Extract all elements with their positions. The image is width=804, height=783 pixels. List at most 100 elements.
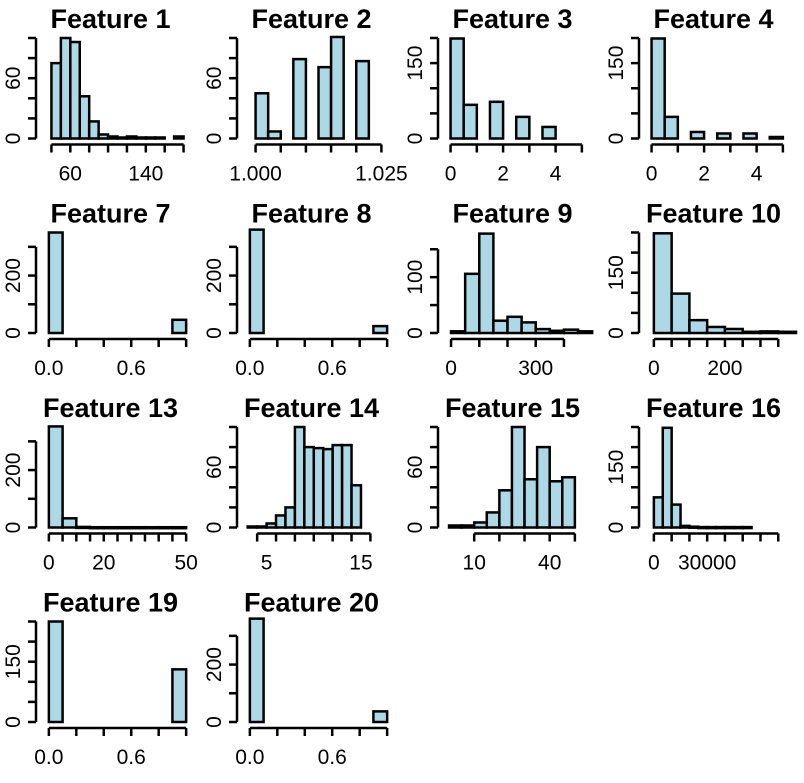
histogram-bar (47, 620, 64, 724)
histogram-bar (689, 130, 706, 140)
y-tick-label: 0 (605, 133, 628, 145)
y-tick-label: 150 (605, 255, 628, 290)
histogram-bar (321, 447, 334, 529)
histogram-bar (741, 525, 753, 530)
x-tick-label: 140 (128, 163, 163, 186)
histogram-bar (106, 135, 119, 140)
histogram-bar (47, 231, 64, 335)
panel-title: Feature 10 (646, 199, 781, 229)
histogram-bar (463, 272, 481, 335)
histogram-bar (266, 130, 282, 140)
histogram-bar (523, 478, 539, 529)
panel-title: Feature 14 (244, 393, 379, 423)
histogram-bar (723, 525, 736, 530)
histogram-bar (102, 525, 119, 530)
histogram-bar (116, 136, 129, 140)
y-tick-label: 60 (2, 67, 25, 90)
histogram-bar (303, 445, 316, 529)
panel-title: Feature 8 (251, 199, 371, 229)
histogram-bar (715, 132, 732, 140)
histogram-bar (510, 425, 526, 529)
histogram-panel: Feature 20 0 200 0.0 0.6 (203, 588, 389, 769)
x-tick-label: 0.6 (117, 746, 146, 769)
histogram-bar (705, 325, 727, 335)
histogram-bar (776, 330, 798, 335)
histogram-bar (561, 476, 577, 529)
y-tick-label: 0 (605, 522, 628, 534)
histogram-panel: Feature 19 0 150 0.0 0.6 (2, 588, 188, 769)
histogram-panel: Feature 8 0 200 0.0 0.6 (203, 199, 389, 380)
x-tick-label: 0.6 (117, 357, 146, 380)
y-tick-label: 0 (2, 327, 25, 339)
histogram-bar (157, 525, 174, 530)
histogram-bar (576, 330, 594, 335)
histogram-bar (75, 525, 92, 530)
x-tick-label: 4 (550, 163, 562, 186)
panel-title: Feature 4 (653, 4, 773, 34)
histogram-bar (535, 445, 551, 529)
histogram-bar (697, 525, 709, 530)
histogram-bar (350, 484, 363, 529)
y-tick-label: 0 (203, 327, 226, 339)
histogram-panel: Feature 3 0 150 0 2 4 (404, 4, 584, 186)
x-tick-label: 0.6 (318, 746, 347, 769)
histogram-bar (688, 525, 700, 529)
histogram-bar (462, 103, 479, 140)
y-tick-label: 200 (2, 258, 25, 293)
x-tick-label: 0.0 (235, 746, 264, 769)
histogram-bar (317, 65, 333, 140)
histogram-bar (355, 59, 371, 140)
x-tick-label: 0 (43, 552, 55, 575)
histogram-bar (172, 135, 185, 140)
histogram-bar (143, 525, 160, 530)
histogram-bar (534, 327, 552, 335)
y-tick-label: 0 (203, 716, 226, 728)
histogram-bar (741, 330, 762, 335)
histogram-bar (498, 489, 514, 529)
histogram-bar (340, 443, 353, 529)
histogram-bar (520, 321, 537, 335)
y-tick-label: 0 (203, 522, 226, 534)
y-tick-label: 0 (203, 133, 226, 145)
histogram-bar (135, 136, 148, 140)
x-tick-label: 50 (174, 552, 197, 575)
histogram-bar (714, 525, 727, 530)
histogram-bar (372, 710, 389, 724)
y-tick-label: 100 (404, 260, 427, 295)
histogram-bar (460, 524, 476, 529)
histogram-bar (61, 517, 78, 529)
histogram-bar (661, 426, 673, 529)
histogram-bar (292, 57, 308, 140)
histogram-bar (652, 232, 673, 335)
histogram-bar (331, 443, 344, 529)
panel-title: Feature 1 (50, 4, 170, 34)
histogram-bar (372, 324, 389, 335)
x-tick-label: 20 (92, 552, 115, 575)
panel-title: Feature 16 (646, 393, 781, 423)
x-tick-label: 30000 (678, 552, 736, 575)
histogram-bar (248, 617, 265, 724)
histogram-bar (248, 228, 265, 335)
histogram-bar (670, 292, 691, 335)
histogram-bar (59, 36, 72, 140)
histogram-bar (171, 668, 188, 724)
histogram-bar (125, 135, 138, 140)
histogram-bar (129, 525, 147, 530)
panel-title: Feature 19 (43, 588, 178, 618)
histogram-panel: Feature 2 0 60 1.000 1.025 (203, 4, 408, 186)
histogram-bar (670, 503, 682, 529)
histogram-bar (254, 92, 270, 140)
y-tick-label: 0 (605, 327, 628, 339)
x-tick-label: 4 (751, 163, 763, 186)
y-tick-label: 150 (404, 46, 427, 81)
histogram-bar (329, 35, 345, 140)
histogram-bar (246, 525, 259, 529)
x-tick-label: 1.025 (355, 163, 408, 186)
histogram-bar (293, 425, 306, 529)
histogram-bar (265, 522, 278, 529)
histogram-panel: Feature 9 0 100 0 300 (404, 199, 594, 380)
histogram-bar (650, 37, 666, 140)
histogram-bar (449, 330, 467, 335)
histogram-bar (472, 521, 489, 529)
histogram-panel: Feature 16 0 150 0 30000 (605, 393, 781, 575)
